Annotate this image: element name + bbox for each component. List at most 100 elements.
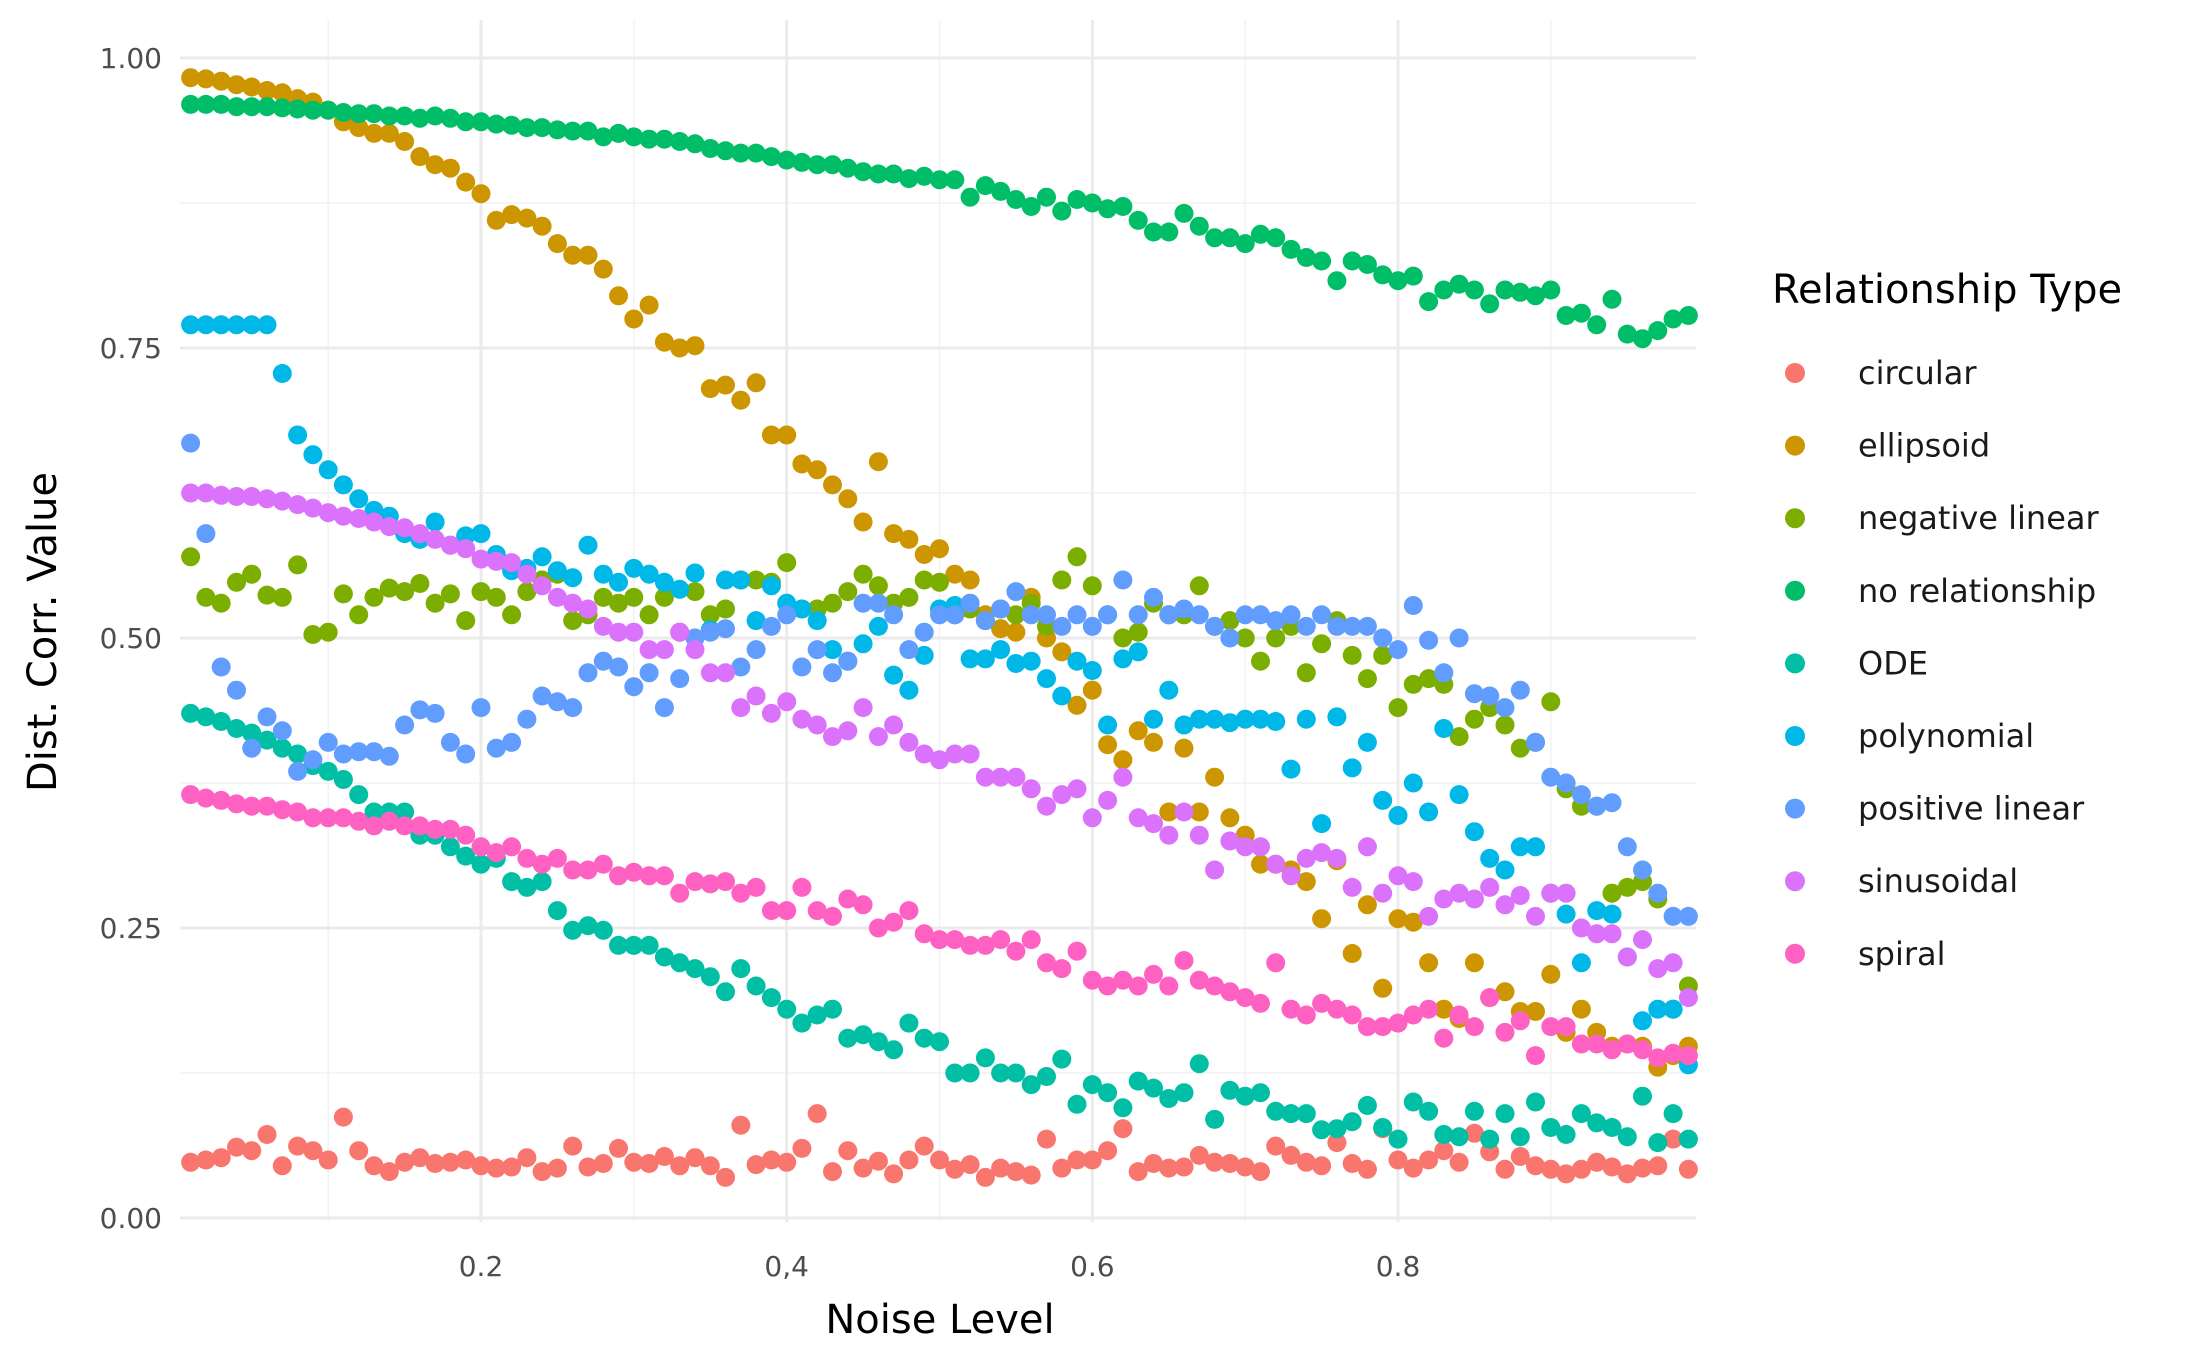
data-point	[1067, 1150, 1087, 1170]
data-point	[486, 114, 506, 134]
data-point	[1648, 883, 1668, 903]
data-point	[1296, 616, 1316, 636]
data-point	[1082, 970, 1102, 990]
data-point	[333, 103, 353, 122]
data-point	[1342, 944, 1362, 963]
legend-label: ODE	[1858, 644, 1928, 682]
data-point	[930, 1150, 949, 1170]
data-point	[1510, 1147, 1530, 1166]
data-point	[1205, 616, 1225, 636]
data-point	[318, 761, 338, 781]
data-point	[1327, 1119, 1347, 1139]
data-point	[272, 491, 292, 511]
y-tick-label: 1.00	[100, 42, 162, 75]
data-point	[914, 622, 934, 642]
data-point	[624, 587, 644, 607]
data-point	[1495, 1159, 1515, 1179]
data-point	[486, 1158, 506, 1178]
data-point	[1556, 904, 1576, 924]
data-point	[1098, 976, 1118, 996]
data-point	[196, 1150, 216, 1170]
data-point	[288, 495, 308, 515]
data-point	[257, 489, 277, 509]
data-point	[593, 259, 613, 279]
data-point	[517, 118, 537, 138]
data-point	[639, 663, 659, 683]
data-point	[1235, 605, 1255, 625]
data-point	[991, 1063, 1011, 1083]
data-point	[1021, 1075, 1041, 1095]
data-point	[1357, 255, 1377, 274]
data-point	[1571, 303, 1591, 323]
data-point	[1128, 1071, 1148, 1091]
data-point	[823, 155, 842, 175]
data-point	[1159, 976, 1179, 996]
data-point	[1189, 576, 1209, 596]
data-point	[746, 373, 766, 393]
data-point	[502, 1157, 522, 1177]
data-point	[1296, 872, 1316, 892]
legend-key	[1785, 508, 1805, 529]
data-point	[502, 115, 522, 135]
data-point	[1312, 1156, 1332, 1176]
data-point	[563, 860, 583, 880]
data-point	[1189, 1054, 1209, 1074]
data-point	[1678, 1159, 1698, 1179]
data-point	[1373, 883, 1393, 903]
data-point	[257, 730, 277, 750]
data-point	[1388, 909, 1408, 929]
data-point	[349, 742, 369, 762]
data-point	[1281, 999, 1301, 1019]
data-point	[960, 593, 980, 613]
data-point	[1098, 715, 1118, 735]
data-point	[227, 680, 246, 700]
data-point	[532, 686, 552, 706]
data-point	[181, 703, 201, 723]
legend-key	[1785, 580, 1805, 601]
data-point	[563, 611, 583, 631]
data-point	[670, 1156, 690, 1176]
data-point	[1434, 719, 1454, 738]
data-point	[823, 475, 842, 495]
data-point	[1052, 201, 1072, 221]
data-point	[318, 100, 338, 120]
data-point	[1678, 1129, 1698, 1149]
data-point	[807, 155, 827, 175]
data-point	[563, 245, 583, 265]
data-point	[181, 433, 201, 453]
data-point	[1098, 790, 1118, 810]
y-axis-title: Dist. Corr. Value	[20, 472, 66, 792]
data-point	[639, 564, 659, 584]
data-point	[211, 593, 231, 613]
data-point	[1587, 1034, 1607, 1054]
data-point	[1144, 709, 1163, 729]
data-point	[196, 524, 216, 544]
data-point	[395, 802, 415, 822]
data-point	[318, 1150, 338, 1170]
data-point	[349, 509, 369, 528]
data-point	[517, 208, 537, 228]
data-point	[1082, 1150, 1102, 1170]
data-point	[211, 657, 231, 677]
data-point	[1021, 1165, 1041, 1185]
data-point	[288, 744, 308, 764]
data-point	[1266, 628, 1286, 648]
data-point	[1327, 848, 1347, 868]
data-point	[1098, 735, 1118, 755]
data-point	[914, 570, 934, 590]
data-point	[318, 622, 338, 642]
data-point	[1403, 596, 1423, 615]
data-point	[1373, 265, 1393, 285]
data-point	[395, 106, 415, 126]
data-point	[960, 935, 980, 955]
data-point	[425, 512, 445, 532]
data-point	[288, 555, 308, 575]
data-point	[899, 587, 919, 607]
data-point	[700, 139, 720, 158]
data-point	[731, 1115, 751, 1135]
data-point	[288, 1136, 308, 1156]
data-point	[1587, 924, 1607, 944]
data-point	[792, 1138, 812, 1158]
data-point	[1067, 547, 1087, 567]
data-point	[1342, 758, 1362, 778]
